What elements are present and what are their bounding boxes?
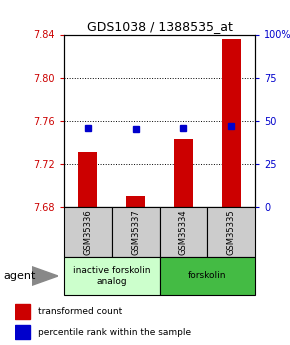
Bar (126, 196, 145, 207)
Text: forskolin: forskolin (188, 272, 226, 280)
Text: agent: agent (3, 271, 35, 281)
Text: GSM35337: GSM35337 (131, 209, 140, 255)
Title: GDS1038 / 1388535_at: GDS1038 / 1388535_at (86, 20, 233, 33)
Text: GSM35336: GSM35336 (83, 209, 92, 255)
Bar (160, 207, 207, 257)
Text: transformed count: transformed count (38, 307, 122, 316)
Bar (207, 207, 255, 257)
Bar (64, 257, 160, 295)
Text: percentile rank within the sample: percentile rank within the sample (38, 328, 191, 337)
Text: inactive forskolin
analog: inactive forskolin analog (73, 266, 151, 286)
Bar (222, 39, 241, 207)
Text: GSM35335: GSM35335 (227, 209, 236, 255)
Bar (112, 207, 160, 257)
Bar (14, 304, 30, 319)
Text: GSM35334: GSM35334 (179, 209, 188, 255)
Polygon shape (32, 267, 58, 285)
Bar (174, 139, 193, 207)
Bar (160, 257, 255, 295)
Bar (64, 207, 112, 257)
Bar (14, 325, 30, 339)
Bar (78, 152, 97, 207)
